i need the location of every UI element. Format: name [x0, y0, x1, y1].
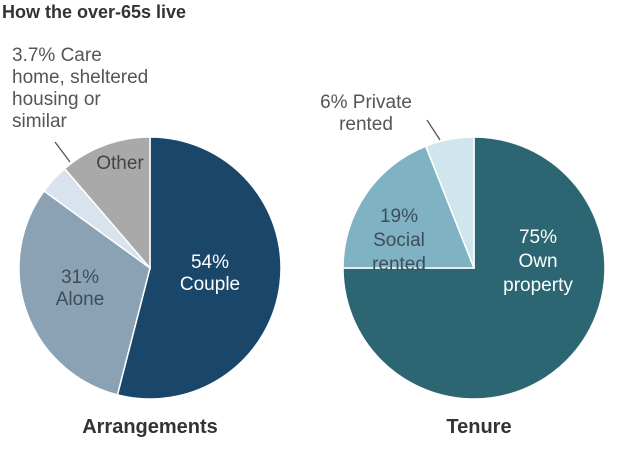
slice-label-line: property: [503, 275, 573, 296]
pie-slice: [342, 145, 476, 269]
pie-slice: [18, 189, 151, 396]
pie-slice: [63, 136, 151, 271]
pie-caption: Arrangements: [82, 416, 218, 438]
slice-label: 6% Private rented: [320, 92, 412, 135]
slice-label: 54% Couple: [180, 252, 240, 295]
slice-label-line: 19%: [380, 206, 418, 227]
slice-label: 75% Own property: [503, 227, 573, 296]
slice-label-line: rented: [339, 114, 393, 135]
slice-label-line: home, sheltered: [12, 67, 148, 88]
slice-label-line: 54%: [191, 252, 229, 273]
slice-label: Other: [96, 153, 144, 174]
slice-label: 31% Alone: [56, 267, 105, 310]
slice-label: 19% Social rented: [372, 206, 426, 275]
slice-label-line: rented: [372, 254, 426, 275]
slice-label-line: 75%: [519, 227, 557, 248]
slice-label-line: housing or: [12, 89, 101, 110]
slice-label: 3.7% Care home, sheltered housing or simila…: [12, 45, 148, 132]
slice-label-line: Couple: [180, 274, 240, 295]
leader-line: [54, 141, 71, 163]
pie-slice: [424, 136, 475, 269]
pie-slice: [116, 136, 282, 400]
slice-label-line: similar: [12, 111, 68, 132]
leader-line: [426, 119, 441, 141]
slice-label-line: 3.7% Care: [12, 45, 102, 66]
slice-label-line: Own: [518, 251, 557, 272]
slice-label-line: Social: [373, 230, 425, 251]
pie-arrangements: 54% Couple 31% Alone 3.7% Care home, sheltere…: [12, 45, 282, 438]
slice-label-line: Alone: [56, 289, 105, 310]
pie-slice: [342, 136, 606, 400]
slice-label-line: 6% Private: [320, 92, 412, 113]
pie-caption: Tenure: [446, 416, 511, 438]
slice-label-line: Other: [96, 153, 144, 174]
slice-label-line: 31%: [61, 267, 99, 288]
chart-title: How the over-65s live: [2, 2, 187, 22]
